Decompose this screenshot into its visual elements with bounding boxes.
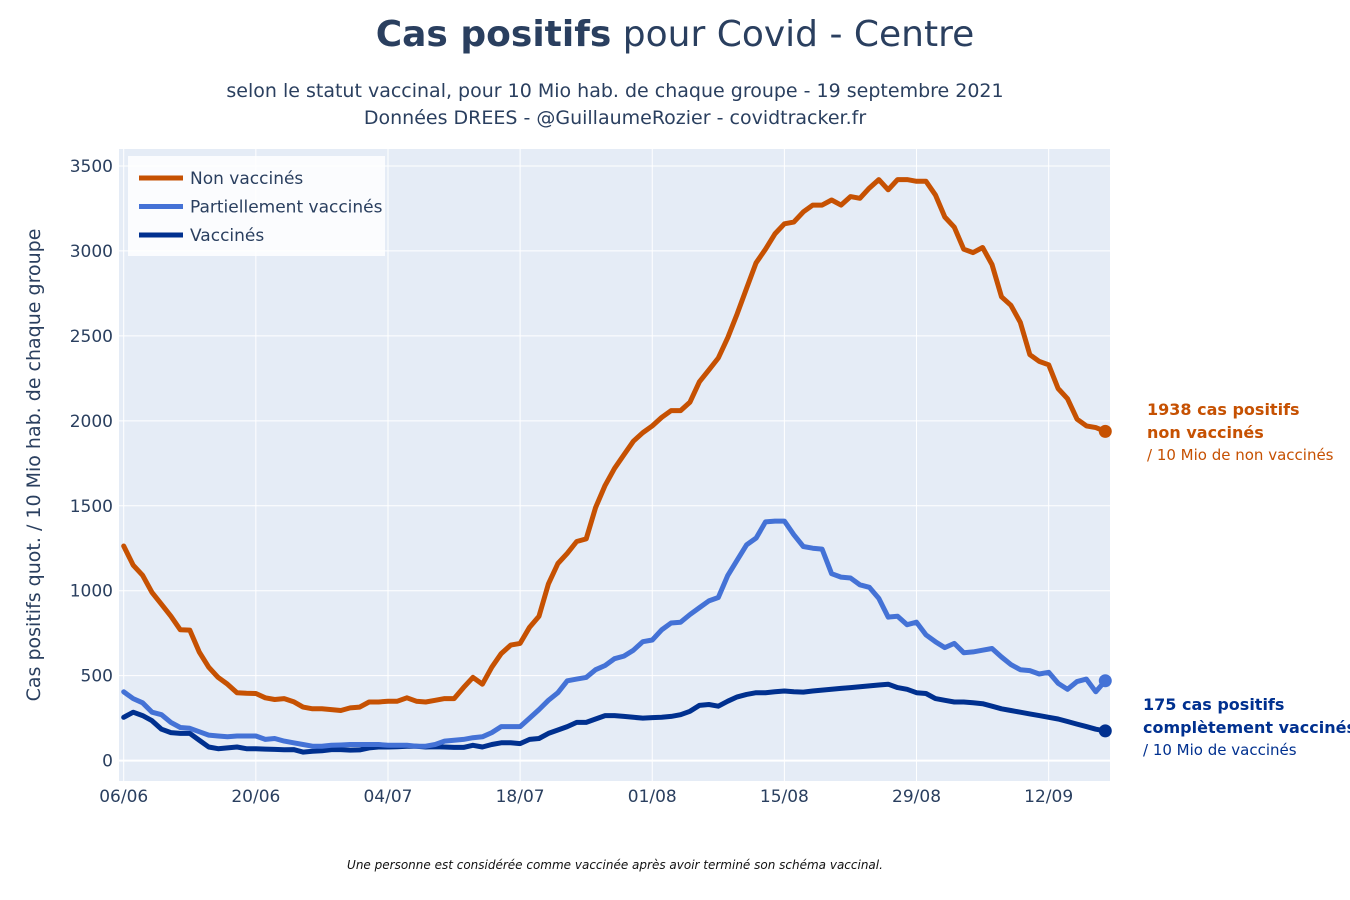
legend-label: Vaccinés xyxy=(190,226,264,246)
footnote: Une personne est considérée comme vaccin… xyxy=(347,858,883,872)
x-tick-label: 12/09 xyxy=(1024,787,1073,807)
end-marker-partiellement-vaccines xyxy=(1098,674,1112,688)
x-tick-label: 18/07 xyxy=(496,787,545,807)
line-vaccines xyxy=(121,681,1108,755)
x-tick-label: 20/06 xyxy=(231,787,280,807)
x-tick-label: 15/08 xyxy=(760,787,809,807)
chart-source: Données DREES - @GuillaumeRozier - covid… xyxy=(363,107,867,129)
annotation-vaccines-count: 175 cas positifs xyxy=(1143,695,1285,714)
chart-subtitle: selon le statut vaccinal, pour 10 Mio ha… xyxy=(226,80,1004,102)
x-tick-label: 06/06 xyxy=(99,787,148,807)
legend-label: Non vaccinés xyxy=(190,169,303,189)
line-partiellement-vaccines xyxy=(121,518,1108,749)
end-marker-non-vaccines xyxy=(1098,424,1112,438)
y-tick-label: 1000 xyxy=(70,582,113,602)
y-tick-label: 1500 xyxy=(70,497,113,517)
y-tick-label: 500 xyxy=(81,667,113,687)
legend[interactable]: Non vaccinés Partiellement vaccinés Vaccin… xyxy=(128,156,385,256)
series-end-markers xyxy=(1098,424,1112,738)
annotation-non-vaccines: 1938 cas positifs non vaccinés / 10 Mio … xyxy=(1147,398,1334,467)
series-lines xyxy=(121,177,1108,755)
y-tick-label: 2500 xyxy=(70,327,113,347)
y-axis-ticks: 0 500 1000 1500 2000 2500 3000 3500 xyxy=(70,157,113,772)
y-tick-label: 2000 xyxy=(70,412,113,432)
x-tick-label: 01/08 xyxy=(628,787,677,807)
annotation-non-vaccines-group: non vaccinés xyxy=(1147,423,1264,442)
legend-label: Partiellement vaccinés xyxy=(190,198,383,218)
annotation-vaccines-group: complètement vaccinés xyxy=(1143,718,1350,737)
annotation-vaccines-unit: / 10 Mio de vaccinés xyxy=(1143,741,1297,759)
x-tick-label: 04/07 xyxy=(363,787,412,807)
y-tick-label: 3500 xyxy=(70,157,113,177)
annotation-non-vaccines-count: 1938 cas positifs xyxy=(1147,400,1300,419)
chart-title: Cas positifs pour Covid - Centre xyxy=(375,14,975,55)
x-axis-ticks: 06/06 20/06 04/07 18/07 01/08 15/08 29/08 12/09 xyxy=(99,787,1073,807)
annotation-vaccines: 175 cas positifs complètement vaccinés /… xyxy=(1143,693,1350,762)
annotation-non-vaccines-unit: / 10 Mio de non vaccinés xyxy=(1147,446,1334,464)
y-tick-label: 0 xyxy=(102,752,113,772)
y-tick-label: 3000 xyxy=(70,242,113,262)
end-marker-vaccines xyxy=(1098,724,1112,738)
x-tick-label: 29/08 xyxy=(892,787,941,807)
line-non-vaccines xyxy=(121,177,1108,713)
